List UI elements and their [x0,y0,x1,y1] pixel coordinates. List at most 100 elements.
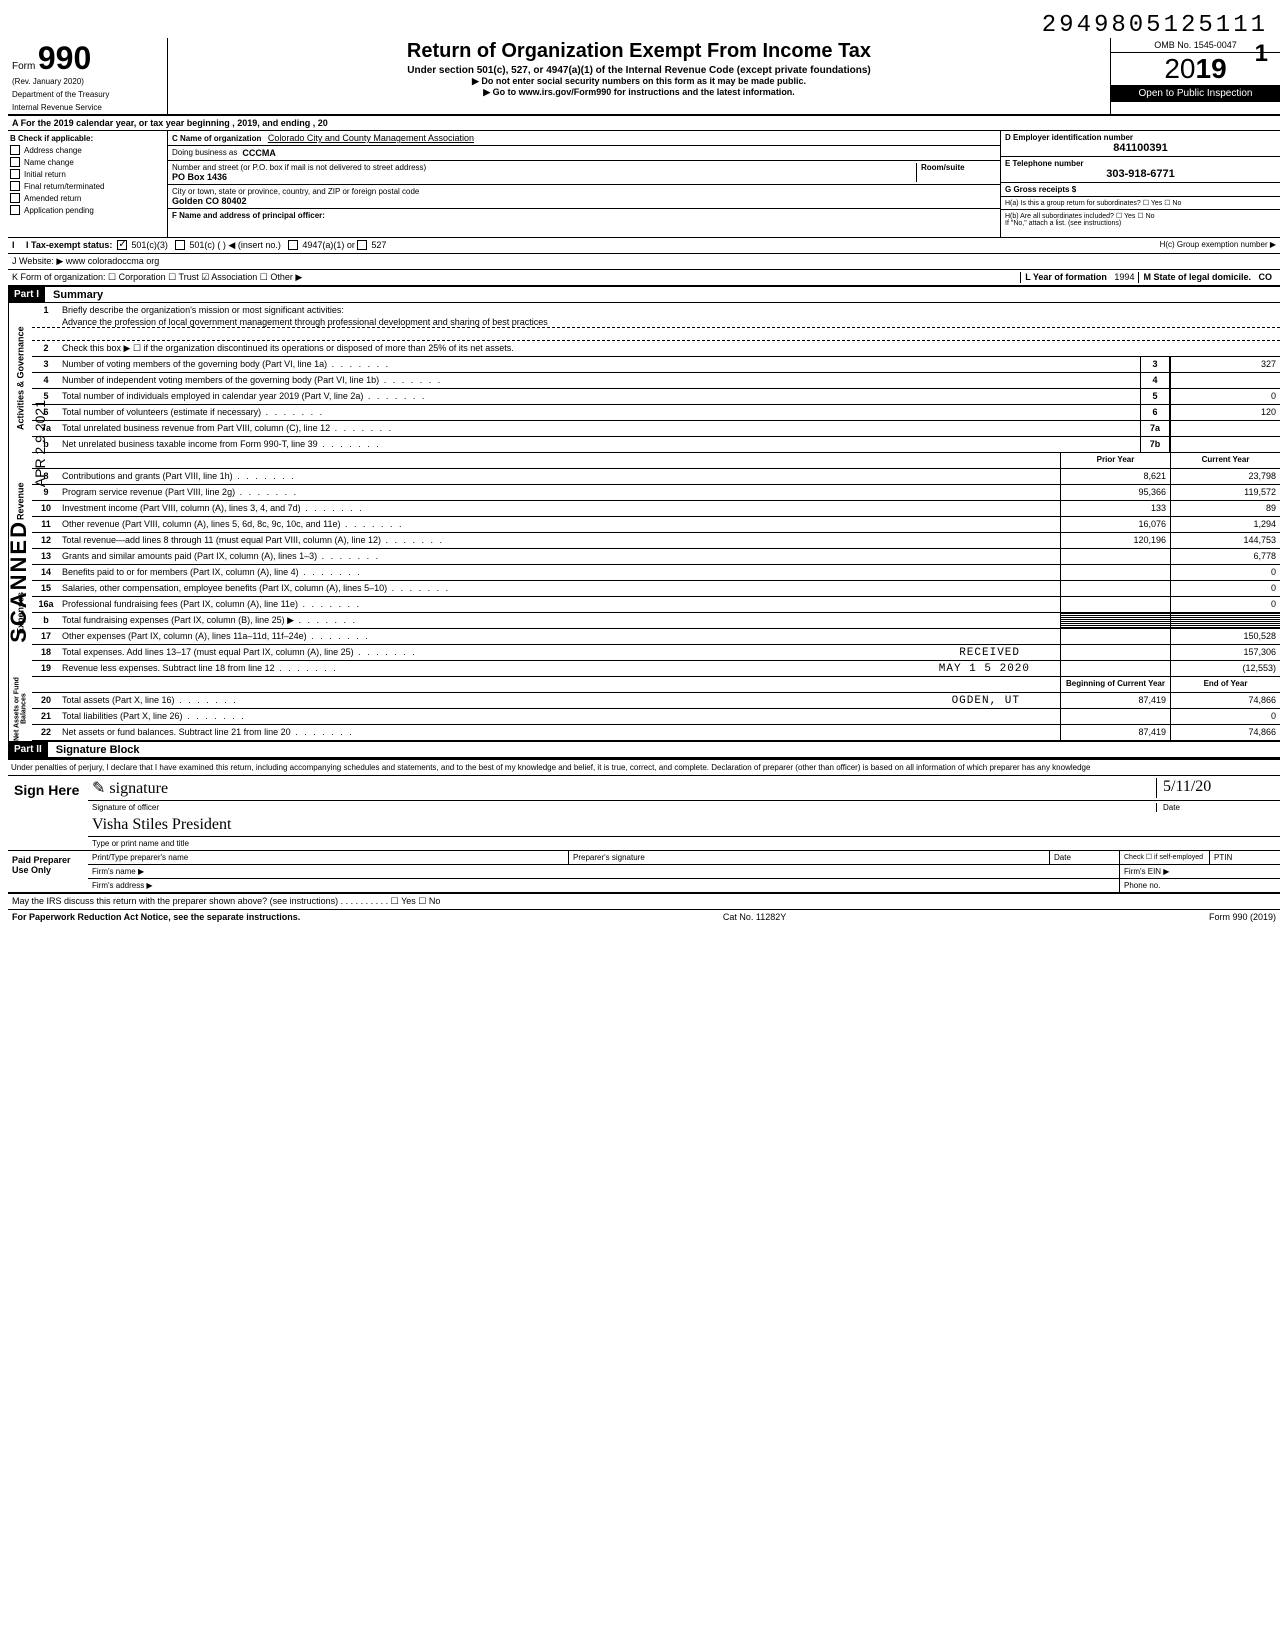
line-num: 14 [32,565,60,580]
line-13: 13Grants and similar amounts paid (Part … [32,549,1280,565]
form-label: Form [12,61,35,72]
officer-name: Visha Stiles President [92,816,231,834]
line-3-desc: Number of voting members of the governin… [60,357,1140,372]
current-val: 0 [1170,581,1280,596]
cb-amended-return[interactable]: Amended return [10,192,165,204]
current-val: 23,798 [1170,469,1280,484]
g-label: G Gross receipts $ [1005,185,1076,194]
phone-cell: E Telephone number 303-918-6771 [1001,157,1280,183]
cb-501c3[interactable] [117,240,127,250]
stamp-date: MAY 1 5 2020 [939,663,1030,675]
line-num: 18 [32,645,60,660]
check-if-applicable: B Check if applicable: Address change Na… [8,131,168,237]
dept-irs: Internal Revenue Service [12,103,163,112]
prior-val [1060,597,1170,612]
opt-501c3: 501(c)(3) [131,240,168,251]
preparer-section: Paid Preparer Use Only Print/Type prepar… [8,851,1280,893]
line-16a: 16aProfessional fundraising fees (Part I… [32,597,1280,613]
prior-val: 8,621 [1060,469,1170,484]
cb-501c[interactable] [175,240,185,250]
prior-year-hdr: Prior Year [1060,453,1170,468]
scan-date-stamp: APR 2 9 2021 [32,400,48,487]
line-num: 10 [32,501,60,516]
line-num: 19 [32,661,60,676]
paperwork-notice: For Paperwork Reduction Act Notice, see … [12,912,300,922]
signature-block: Under penalties of perjury, I declare th… [8,758,1280,910]
prior-val [1060,565,1170,580]
val-7a [1170,421,1280,436]
box-5: 5 [1140,389,1170,404]
line-num: 15 [32,581,60,596]
line-desc: Investment income (Part VIII, column (A)… [60,501,1060,516]
c-label: C Name of organization [172,134,261,143]
line-desc: Other revenue (Part VIII, column (A), li… [60,517,1060,532]
instruction-2: ▶ Go to www.irs.gov/Form990 for instruct… [172,87,1106,98]
line-num: 17 [32,629,60,644]
cb-4947[interactable] [288,240,298,250]
prior-val: 87,419 [1060,725,1170,740]
current-val: 1,294 [1170,517,1280,532]
line-10: 10Investment income (Part VIII, column (… [32,501,1280,517]
dba-row: Doing business as CCCMA [168,146,1000,161]
sign-date: 5/11/20 [1163,778,1211,795]
part-1-header: Part I Summary [8,286,1280,303]
cb-label: Final return/terminated [24,182,104,191]
line-desc: Professional fundraising fees (Part IX, … [60,597,1060,612]
ein-cell: D Employer identification number 8411003… [1001,131,1280,157]
prior-val [1060,581,1170,596]
net-assets-section: Net Assets or Fund Balances RECEIVED MAY… [8,677,1280,741]
stamp-ogden: OGDEN, UT [952,695,1020,707]
cb-name-change[interactable]: Name change [10,156,165,168]
dept-treasury: Department of the Treasury [12,90,163,99]
sign-here-label: Sign Here [8,776,88,850]
row-a: A For the 2019 calendar year, or tax yea… [8,116,1280,131]
instruction-1: ▶ Do not enter social security numbers o… [172,76,1106,87]
line-num: 16a [32,597,60,612]
footer: For Paperwork Reduction Act Notice, see … [8,910,1280,924]
part2-title: Signature Block [48,744,140,756]
ein-value: 841100391 [1005,142,1276,154]
opt-4947: 4947(a)(1) or [302,240,355,251]
firm-addr-label: Firm's address ▶ [88,879,1120,892]
prior-val [1060,661,1170,676]
prior-val: 95,366 [1060,485,1170,500]
cb-address-change[interactable]: Address change [10,144,165,156]
current-val: 144,753 [1170,533,1280,548]
line-7a-desc: Total unrelated business revenue from Pa… [60,421,1140,436]
cat-no: Cat No. 11282Y [723,912,786,922]
line-num: b [32,613,60,628]
line-desc: Benefits paid to or for members (Part IX… [60,565,1060,580]
revenue-tab: Revenue [8,453,32,549]
form-header: Form 990 (Rev. January 2020) Department … [8,38,1280,116]
line-12: 12Total revenue—add lines 8 through 11 (… [32,533,1280,549]
line-desc: Contributions and grants (Part VIII, lin… [60,469,1060,484]
line-desc: Total fundraising expenses (Part IX, col… [60,613,1060,628]
rev-col-header: Prior Year Current Year [32,453,1280,469]
org-name: Colorado City and County Management Asso… [268,133,474,143]
form-of-org: K Form of organization: ☐ Corporation ☐ … [12,272,302,283]
line-num: 22 [32,725,60,740]
city-value: Golden CO 80402 [172,196,996,206]
line-11: 11Other revenue (Part VIII, column (A), … [32,517,1280,533]
address-row: Number and street (or P.O. box if mail i… [168,161,1000,185]
current-val: 74,866 [1170,725,1280,740]
cb-application-pending[interactable]: Application pending [10,204,165,216]
revision: (Rev. January 2020) [12,77,163,86]
prep-date-hdr: Date [1050,851,1120,864]
val-3: 327 [1170,357,1280,372]
hc-label: H(c) Group exemption number ▶ [1160,240,1276,251]
cb-527[interactable] [357,240,367,250]
val-7b [1170,437,1280,452]
hb-text: H(b) Are all subordinates included? ☐ Ye… [1005,212,1276,220]
cb-initial-return[interactable]: Initial return [10,168,165,180]
line-num: 21 [32,709,60,724]
f-label: F Name and address of principal officer: [172,211,325,235]
year-formation: 1994 [1114,272,1134,282]
line-desc: Program service revenue (Part VIII, line… [60,485,1060,500]
opt-501c: 501(c) ( ) ◀ (insert no.) [189,240,280,251]
box-7b: 7b [1140,437,1170,452]
prep-self-emp: Check ☐ if self-employed [1120,851,1210,864]
room-suite: Room/suite [916,163,996,182]
cb-label: Name change [24,158,74,167]
cb-final-return[interactable]: Final return/terminated [10,180,165,192]
